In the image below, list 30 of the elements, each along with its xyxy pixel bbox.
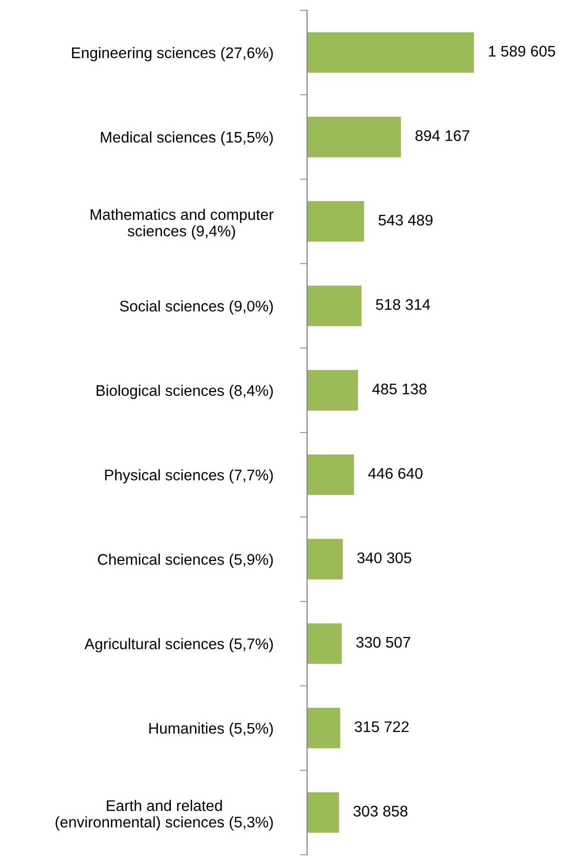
bar <box>307 116 401 158</box>
bar <box>307 32 474 73</box>
bar <box>307 201 364 242</box>
bar <box>307 792 339 833</box>
y-tick-label: Humanities (5,5%) <box>149 722 273 737</box>
bar <box>307 286 362 326</box>
data-label: 340 305 <box>357 552 412 564</box>
bar <box>307 623 342 664</box>
bar <box>307 708 340 748</box>
data-label: 1 589 605 <box>488 46 556 57</box>
data-label: 518 314 <box>376 299 430 310</box>
bar <box>307 454 354 495</box>
data-label: 543 489 <box>378 214 433 226</box>
bar <box>307 370 358 411</box>
y-tick-label: Earth and related (environmental) sciences (5,3%) <box>56 800 273 831</box>
data-label: 303 858 <box>353 806 408 817</box>
bar <box>307 538 343 580</box>
y-tick-label: Mathematics and computer sciences (9,4%) <box>90 208 274 240</box>
y-tick-label: Agricultural sciences (5,7%) <box>84 638 273 652</box>
y-tick-label: Social sciences (9,0%) <box>120 300 273 315</box>
y-tick-label: Biological sciences (8,4%) <box>96 384 273 399</box>
y-tick-label: Chemical sciences (5,9%) <box>98 554 273 568</box>
data-label: 330 507 <box>356 636 410 648</box>
y-tick-label: Medical sciences (15,5%) <box>100 131 273 146</box>
y-tick-label: Physical sciences (7,7%) <box>105 469 273 484</box>
y-tick-label: Engineering sciences (27,6%) <box>72 46 273 62</box>
data-label: 446 640 <box>368 468 422 479</box>
data-label: 894 167 <box>415 130 470 142</box>
data-label: 315 722 <box>354 721 409 732</box>
data-label: 485 138 <box>372 384 426 394</box>
